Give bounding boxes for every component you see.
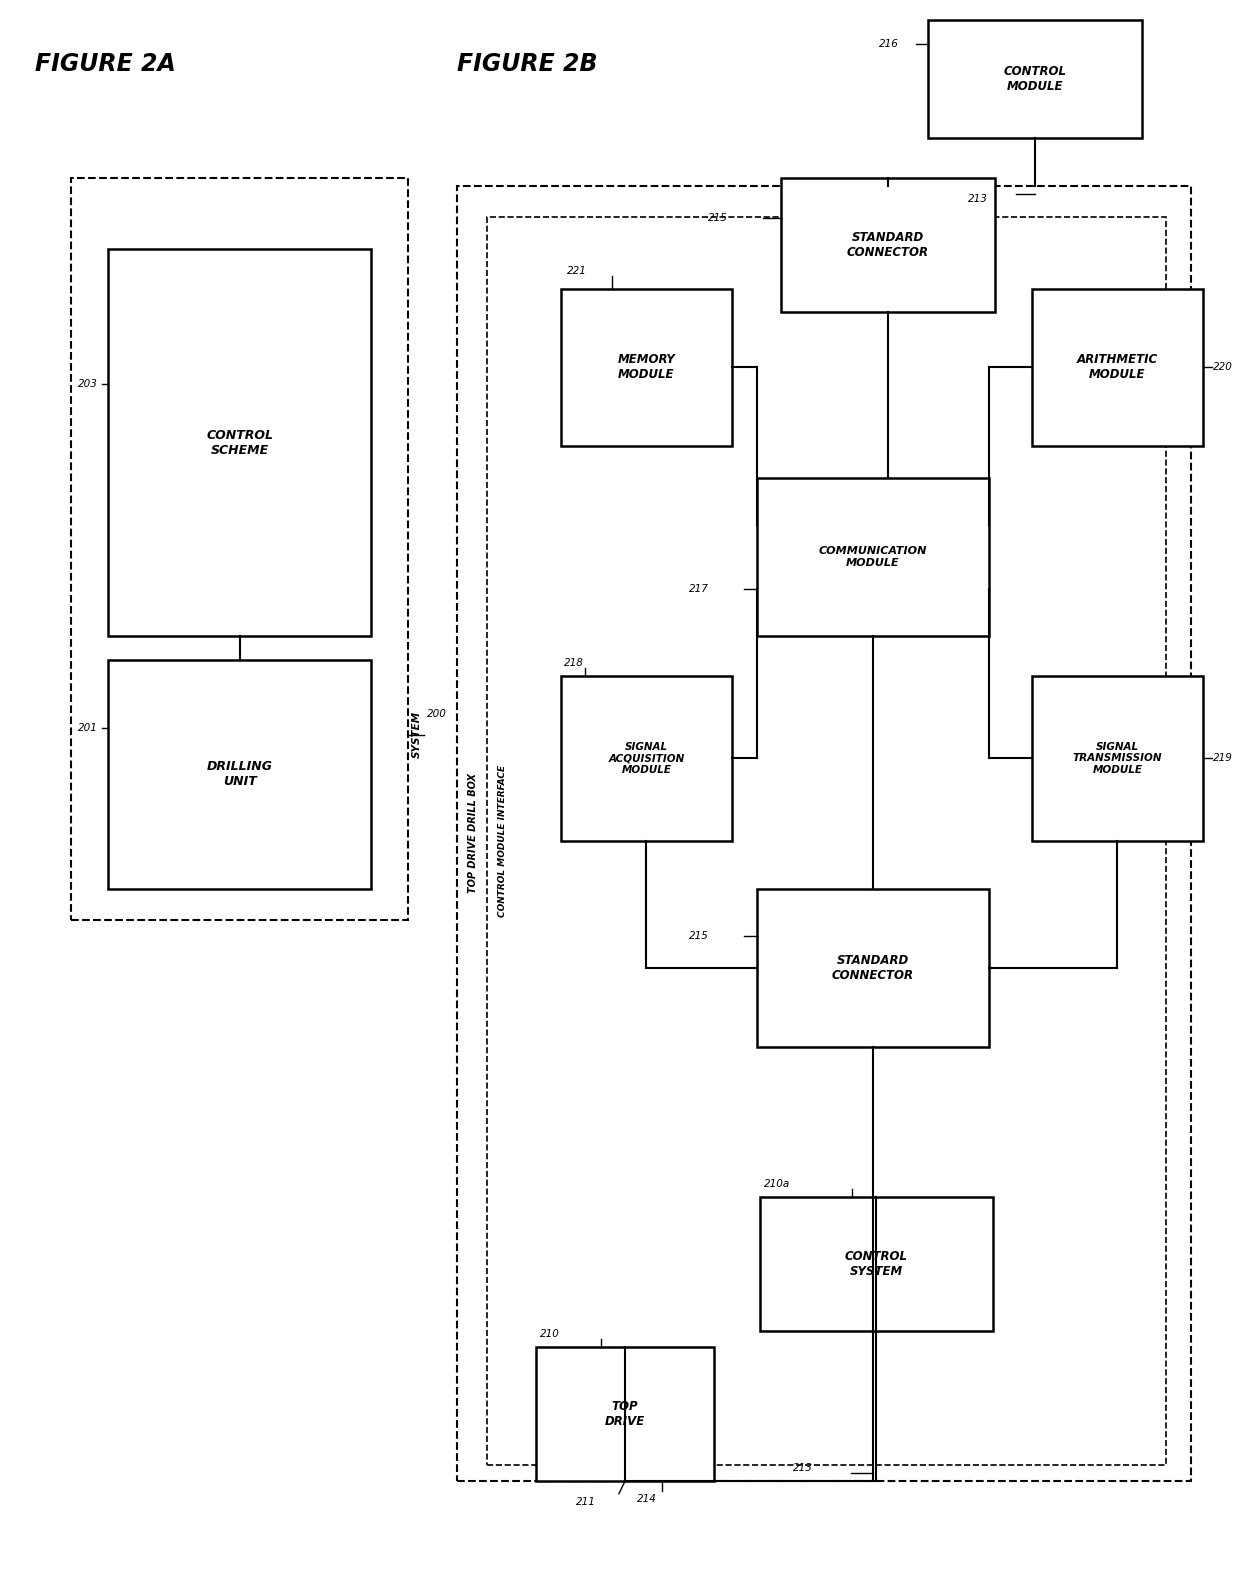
Text: TOP
DRIVE: TOP DRIVE bbox=[605, 1401, 645, 1428]
Text: CONTROL MODULE INTERFACE: CONTROL MODULE INTERFACE bbox=[497, 765, 507, 918]
Text: 219: 219 bbox=[1213, 753, 1233, 764]
Bar bbox=[928, 21, 1142, 138]
Text: STANDARD
CONNECTOR: STANDARD CONNECTOR bbox=[832, 954, 914, 981]
Bar bbox=[72, 178, 408, 921]
Text: FIGURE 2B: FIGURE 2B bbox=[456, 51, 598, 76]
Text: CONTROL
SYSTEM: CONTROL SYSTEM bbox=[844, 1250, 908, 1278]
Text: 213: 213 bbox=[967, 194, 987, 203]
Text: 220: 220 bbox=[1213, 362, 1233, 373]
Bar bbox=[108, 249, 371, 637]
Bar bbox=[1032, 289, 1203, 446]
Bar bbox=[487, 218, 1167, 1466]
Text: 213: 213 bbox=[794, 1463, 813, 1474]
Text: 215: 215 bbox=[689, 931, 709, 942]
Text: 217: 217 bbox=[689, 584, 709, 594]
Bar bbox=[108, 659, 371, 889]
Bar bbox=[756, 478, 990, 637]
Text: 211: 211 bbox=[577, 1497, 596, 1507]
Text: 201: 201 bbox=[78, 724, 98, 734]
Text: CONTROL
SCHEME: CONTROL SCHEME bbox=[206, 429, 273, 456]
Bar bbox=[560, 289, 732, 446]
Text: COMMUNICATION
MODULE: COMMUNICATION MODULE bbox=[818, 546, 928, 569]
Text: 210a: 210a bbox=[764, 1178, 790, 1189]
Bar bbox=[560, 675, 732, 842]
Text: SIGNAL
TRANSMISSION
MODULE: SIGNAL TRANSMISSION MODULE bbox=[1073, 742, 1162, 775]
Text: 210: 210 bbox=[539, 1329, 559, 1339]
Text: 200: 200 bbox=[428, 708, 448, 719]
Bar bbox=[537, 1347, 714, 1482]
Text: 215: 215 bbox=[708, 213, 728, 224]
Text: CONTROL
MODULE: CONTROL MODULE bbox=[1003, 65, 1066, 94]
Text: DRILLING
UNIT: DRILLING UNIT bbox=[207, 761, 273, 788]
Text: 218: 218 bbox=[564, 657, 584, 667]
Text: SIGNAL
ACQUISITION
MODULE: SIGNAL ACQUISITION MODULE bbox=[609, 742, 684, 775]
Text: STANDARD
CONNECTOR: STANDARD CONNECTOR bbox=[847, 232, 929, 259]
Text: MEMORY
MODULE: MEMORY MODULE bbox=[618, 354, 676, 381]
Text: SYSTEM: SYSTEM bbox=[412, 711, 422, 759]
Bar bbox=[456, 186, 1190, 1482]
Text: ARITHMETIC
MODULE: ARITHMETIC MODULE bbox=[1076, 354, 1158, 381]
Text: TOP DRIVE DRILL BOX: TOP DRIVE DRILL BOX bbox=[467, 773, 477, 894]
Text: 203: 203 bbox=[78, 380, 98, 389]
Text: FIGURE 2A: FIGURE 2A bbox=[35, 51, 176, 76]
Text: 221: 221 bbox=[567, 265, 587, 276]
Text: 214: 214 bbox=[637, 1494, 657, 1504]
Bar bbox=[760, 1197, 992, 1331]
Text: 216: 216 bbox=[879, 38, 899, 49]
Bar bbox=[756, 889, 990, 1046]
Bar bbox=[781, 178, 994, 313]
Bar bbox=[1032, 675, 1203, 842]
